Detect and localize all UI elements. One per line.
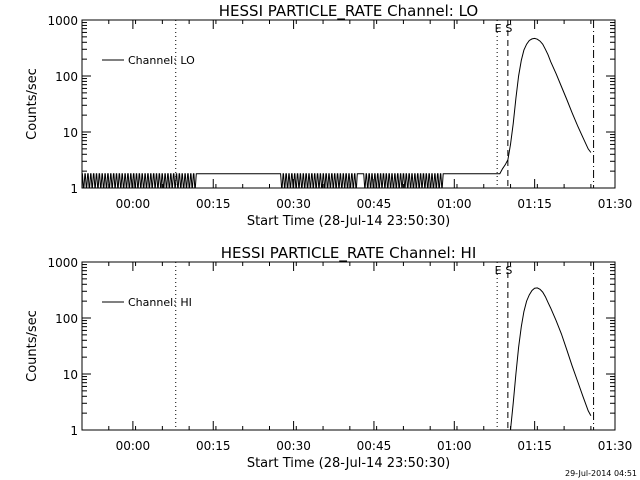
channel-hi-plot: HESSI PARTICLE_RATE Channel: HI 1 10 100 100…: [25, 244, 632, 471]
x-tick-label: 00:30: [276, 197, 311, 211]
x-tick-label: 00:15: [196, 197, 231, 211]
x-tick-label: 01:15: [517, 197, 552, 211]
chart-title: HESSI PARTICLE_RATE Channel: LO: [219, 2, 478, 21]
x-tick-label: 00:15: [196, 439, 231, 453]
y-tick-label: 1: [70, 182, 78, 196]
x-tick-label: 01:30: [598, 439, 633, 453]
x-tick-label: 00:00: [116, 439, 151, 453]
x-tick-label: 00:45: [357, 439, 392, 453]
y-tick-label: 10: [63, 368, 78, 382]
x-tick-label: 01:00: [437, 197, 472, 211]
plot-frame: [81, 261, 616, 431]
y-axis-label: Counts/sec: [25, 310, 40, 382]
series-line: [81, 37, 592, 189]
y-tick-label: 1000: [47, 14, 78, 28]
y-tick-label: 1: [70, 424, 78, 438]
marker-label: E: [495, 264, 502, 277]
channel-lo-plot: HESSI PARTICLE_RATE Channel: LO 1 10 100 100…: [25, 2, 632, 229]
x-axis-label: Start Time (28-Jul-14 23:50:30): [247, 214, 450, 229]
y-tick-label: 10: [63, 126, 78, 140]
y-tick-label: 100: [55, 70, 78, 84]
footer-timestamp: 29-Jul-2014 04:51: [565, 469, 637, 478]
plot-frame: [81, 19, 616, 189]
legend-label: Channel: HI: [128, 296, 192, 309]
series-line: [510, 287, 592, 431]
y-axis-label: Counts/sec: [25, 68, 40, 140]
marker-label: E: [495, 22, 502, 35]
x-tick-label: 00:30: [276, 439, 311, 453]
x-axis-label: Start Time (28-Jul-14 23:50:30): [247, 456, 450, 471]
x-tick-label: 01:15: [517, 439, 552, 453]
x-tick-label: 00:00: [116, 197, 151, 211]
marker-label: S: [505, 22, 512, 35]
marker-label: S: [505, 264, 512, 277]
x-tick-label: 01:00: [437, 439, 472, 453]
y-tick-label: 100: [55, 312, 78, 326]
x-tick-label: 01:30: [598, 197, 633, 211]
legend-label: Channel: LO: [128, 54, 195, 67]
y-tick-label: 1000: [47, 256, 78, 270]
chart-title: HESSI PARTICLE_RATE Channel: HI: [221, 244, 477, 263]
x-tick-label: 00:45: [357, 197, 392, 211]
